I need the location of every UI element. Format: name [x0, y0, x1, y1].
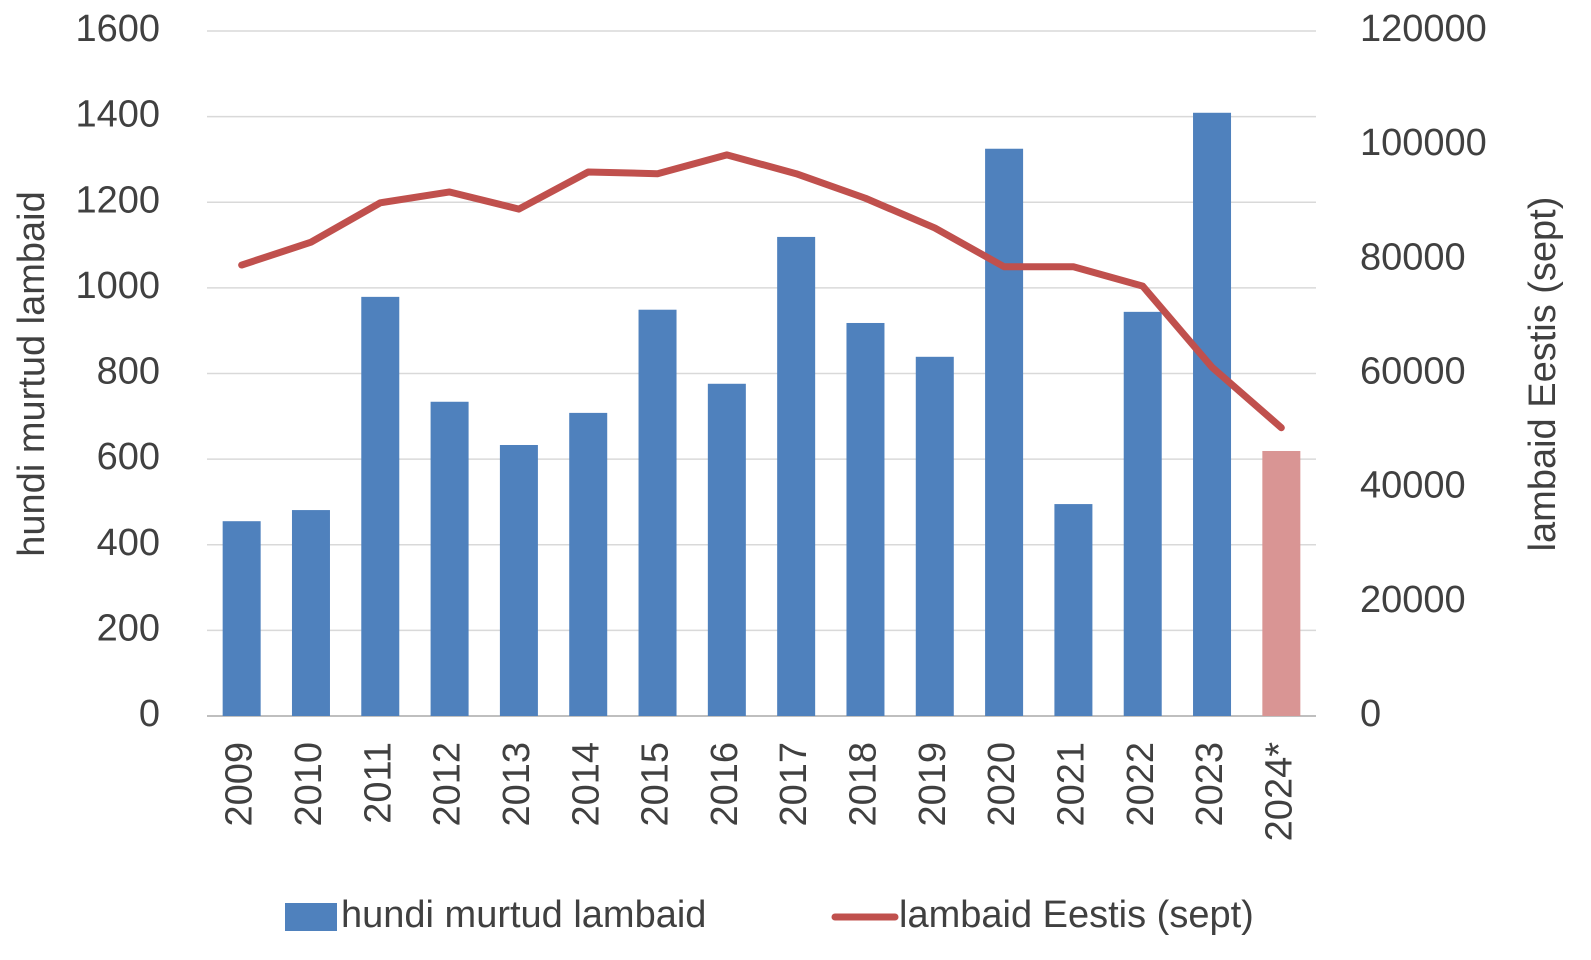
- y-tick-label: 600: [97, 436, 160, 478]
- y-tick-label: 0: [139, 693, 160, 735]
- x-tick-label: 2017: [773, 742, 815, 827]
- bar: [985, 148, 1024, 716]
- bar: [569, 412, 608, 716]
- x-tick-label: 2013: [496, 742, 538, 827]
- bar: [499, 444, 538, 716]
- bar: [1193, 112, 1232, 717]
- bar: [1054, 504, 1093, 716]
- y2-tick-label: 100000: [1360, 122, 1487, 164]
- y2-tick-label: 0: [1360, 693, 1381, 735]
- y2-axis-label: lambaid Eestis (sept): [1522, 197, 1564, 552]
- y-tick-label: 800: [97, 351, 160, 393]
- y-tick-label: 400: [97, 522, 160, 564]
- y2-tick-label: 40000: [1360, 465, 1466, 507]
- y-tick-label: 1000: [75, 265, 160, 307]
- x-tick-label: 2020: [981, 742, 1023, 827]
- bar: [915, 356, 954, 716]
- legend-swatch: [285, 903, 337, 931]
- y2-tick-label: 120000: [1360, 8, 1487, 50]
- bar: [707, 383, 746, 716]
- y-tick-label: 1600: [75, 8, 160, 50]
- y-tick-label: 1400: [75, 94, 160, 136]
- y2-tick-label: 20000: [1360, 579, 1466, 621]
- bar: [222, 521, 261, 716]
- bar: [1123, 311, 1162, 716]
- x-tick-label: 2011: [357, 742, 399, 824]
- bar: [777, 236, 816, 716]
- bar: [291, 510, 330, 716]
- bar: [638, 309, 677, 716]
- bar: [846, 322, 885, 716]
- line: [238, 151, 1285, 432]
- x-tick-label: 2023: [1189, 742, 1231, 827]
- y-tick-label: 200: [97, 607, 160, 649]
- y-axis-label: hundi murtud lambaid: [11, 191, 53, 556]
- x-tick-label: 2009: [219, 742, 261, 827]
- x-tick-label: 2014: [565, 742, 607, 827]
- x-tick-label: 2010: [288, 742, 330, 827]
- legend-label: lambaid Eestis (sept): [899, 894, 1254, 936]
- x-tick-label: 2018: [843, 742, 885, 827]
- y-tick-label: 1200: [75, 179, 160, 221]
- bar: [1262, 450, 1301, 716]
- x-tick-label: 2024*: [1258, 742, 1300, 842]
- x-tick-label: 2012: [427, 742, 469, 827]
- x-tick-label: 2016: [704, 742, 746, 827]
- bar: [361, 296, 400, 716]
- x-tick-label: 2015: [635, 742, 677, 827]
- x-tick-label: 2022: [1120, 742, 1162, 827]
- x-tick-label: 2019: [912, 742, 954, 827]
- y2-tick-label: 80000: [1360, 236, 1466, 278]
- legend-label: hundi murtud lambaid: [341, 894, 706, 936]
- y2-tick-label: 60000: [1360, 351, 1466, 393]
- bar: [430, 401, 469, 716]
- x-tick-label: 2021: [1050, 742, 1092, 827]
